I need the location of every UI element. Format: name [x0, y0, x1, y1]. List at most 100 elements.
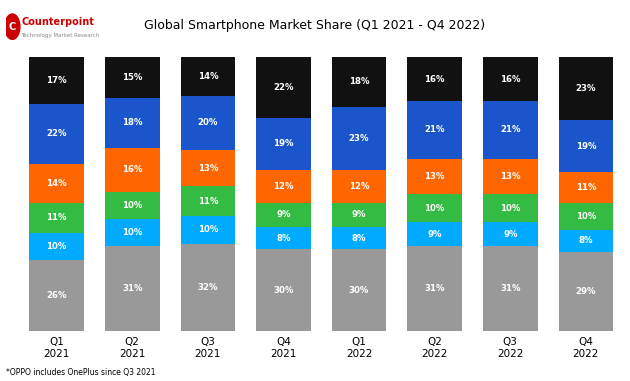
Bar — [408, 247, 462, 331]
Text: 10%: 10% — [122, 228, 142, 237]
Text: 20%: 20% — [198, 118, 218, 128]
Bar — [105, 192, 159, 219]
Bar — [105, 98, 159, 148]
Text: 10%: 10% — [122, 201, 142, 210]
Text: 18%: 18% — [122, 118, 142, 128]
Circle shape — [5, 14, 20, 39]
Bar — [105, 148, 159, 192]
Text: 9%: 9% — [503, 230, 518, 239]
Text: 26%: 26% — [47, 291, 67, 300]
Bar — [332, 249, 386, 331]
Bar — [559, 120, 613, 172]
Bar — [559, 57, 613, 120]
Text: 31%: 31% — [122, 285, 142, 293]
Text: 15%: 15% — [122, 73, 142, 82]
Bar — [408, 194, 462, 222]
Text: 13%: 13% — [425, 172, 445, 181]
Text: 29%: 29% — [576, 287, 596, 296]
Bar — [30, 57, 84, 104]
Bar — [30, 260, 84, 331]
Bar — [408, 158, 462, 194]
Text: 12%: 12% — [349, 182, 369, 190]
Text: 22%: 22% — [273, 83, 294, 92]
Bar — [559, 172, 613, 203]
Bar — [105, 219, 159, 247]
Text: 11%: 11% — [47, 213, 67, 222]
Bar — [408, 57, 462, 101]
Text: 13%: 13% — [198, 164, 218, 173]
Text: 23%: 23% — [349, 134, 369, 142]
Bar — [332, 170, 386, 203]
Bar — [256, 203, 311, 227]
Text: 9%: 9% — [352, 210, 367, 219]
Bar — [483, 222, 537, 247]
Text: C: C — [9, 22, 16, 32]
Bar — [30, 164, 84, 203]
Bar — [30, 233, 84, 260]
Text: 22%: 22% — [47, 130, 67, 138]
Bar — [256, 57, 311, 117]
Bar — [256, 227, 311, 249]
Text: 14%: 14% — [198, 72, 218, 81]
Text: 8%: 8% — [578, 237, 593, 245]
Text: 21%: 21% — [500, 125, 520, 134]
Bar — [559, 230, 613, 252]
Text: 17%: 17% — [47, 76, 67, 85]
Bar — [181, 186, 235, 216]
Bar — [181, 216, 235, 244]
Text: Global Smartphone Market Share (Q1 2021 - Q4 2022): Global Smartphone Market Share (Q1 2021 … — [144, 19, 486, 32]
Text: 21%: 21% — [425, 125, 445, 134]
Text: 11%: 11% — [576, 183, 596, 192]
Bar — [181, 96, 235, 150]
Text: 10%: 10% — [198, 226, 218, 234]
Bar — [332, 57, 386, 107]
Text: 8%: 8% — [276, 234, 291, 243]
Text: 19%: 19% — [273, 139, 294, 148]
Bar — [30, 104, 84, 164]
Text: 11%: 11% — [198, 197, 218, 206]
Bar — [483, 158, 537, 194]
Text: *OPPO includes OnePlus since Q3 2021: *OPPO includes OnePlus since Q3 2021 — [6, 368, 156, 377]
Text: 10%: 10% — [47, 242, 67, 251]
Text: 10%: 10% — [500, 203, 520, 213]
Bar — [332, 107, 386, 170]
Bar — [483, 101, 537, 158]
Text: 10%: 10% — [576, 212, 596, 221]
Bar — [105, 57, 159, 98]
Bar — [256, 249, 311, 331]
Text: 23%: 23% — [576, 84, 596, 93]
Text: 31%: 31% — [425, 285, 445, 293]
Text: 16%: 16% — [425, 75, 445, 83]
Bar — [332, 203, 386, 227]
Text: 32%: 32% — [198, 283, 218, 292]
Bar — [105, 247, 159, 331]
Bar — [256, 117, 311, 170]
Bar — [483, 57, 537, 101]
Text: 18%: 18% — [349, 77, 369, 86]
Text: 30%: 30% — [349, 286, 369, 295]
Text: 16%: 16% — [122, 165, 142, 174]
Text: 9%: 9% — [427, 230, 442, 239]
Bar — [559, 203, 613, 230]
Text: 12%: 12% — [273, 182, 294, 190]
Text: Technology Market Research: Technology Market Research — [21, 33, 100, 38]
Text: 8%: 8% — [352, 234, 367, 243]
Bar — [408, 101, 462, 158]
Text: Counterpoint: Counterpoint — [21, 17, 94, 27]
Text: 13%: 13% — [500, 172, 520, 181]
Bar — [408, 222, 462, 247]
Bar — [30, 203, 84, 233]
Bar — [332, 227, 386, 249]
Text: 19%: 19% — [576, 142, 596, 151]
Bar — [559, 252, 613, 331]
Text: 9%: 9% — [276, 210, 291, 219]
Bar — [181, 244, 235, 331]
Text: 30%: 30% — [273, 286, 294, 295]
Bar — [483, 247, 537, 331]
Text: 10%: 10% — [425, 203, 445, 213]
Bar — [181, 150, 235, 186]
Bar — [256, 170, 311, 203]
Bar — [181, 57, 235, 96]
Bar — [483, 194, 537, 222]
Text: 31%: 31% — [500, 285, 520, 293]
